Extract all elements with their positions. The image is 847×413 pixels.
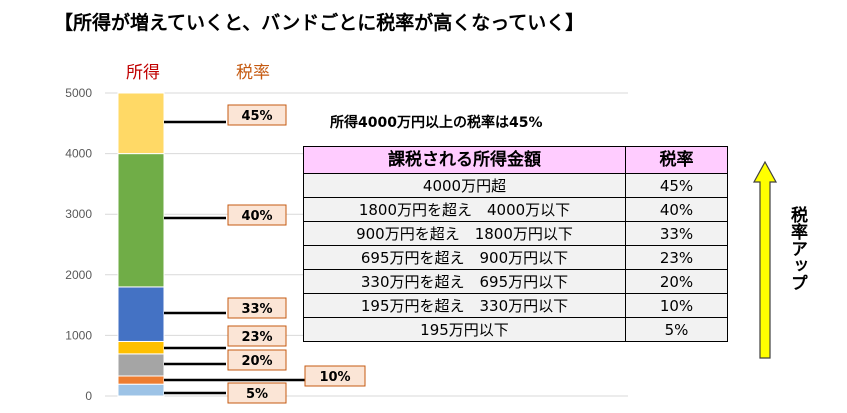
rate-label: 10% — [319, 370, 350, 385]
table-header-income: 課税される所得金額 — [303, 146, 626, 174]
table-cell-rate: 5% — [625, 317, 728, 342]
rate-label: 40% — [241, 209, 272, 224]
table-cell-income: 195万円を超え 330万円以下 — [303, 293, 626, 318]
bar-segment — [117, 353, 165, 377]
rate-up-label: 税率アップ — [787, 206, 807, 291]
table-cell-rate: 33% — [625, 221, 728, 246]
table-cell-rate: 23% — [625, 245, 728, 270]
rate-column-header: 税率 — [236, 63, 270, 83]
table-row: 695万円を超え 900万円以下 23% — [303, 245, 728, 270]
y-tick-label: 2000 — [65, 268, 92, 282]
rate-label: 45% — [241, 109, 272, 124]
table-header-row: 課税される所得金額 税率 — [303, 146, 728, 174]
page-title: 【所得が増えていくと、バンドごとに税率が高くなっていく】 — [54, 12, 585, 34]
rate-label-box — [227, 325, 287, 347]
upward-arrow-icon — [752, 160, 778, 359]
table-row: 330万円を超え 695万円以下 20% — [303, 269, 728, 294]
table-cell-income: 695万円を超え 900万円以下 — [303, 245, 626, 270]
stacked-bar — [117, 92, 165, 397]
rate-label-box — [227, 382, 287, 404]
bar-segment — [117, 153, 165, 288]
table-cell-income: 330万円を超え 695万円以下 — [303, 269, 626, 294]
table-row: 900万円を超え 1800万円以下 33% — [303, 221, 728, 246]
tax-rate-table: 課税される所得金額 税率 4000万円超 45% 1800万円を超え 4000万以… — [303, 146, 728, 342]
rate-label: 20% — [241, 354, 272, 369]
y-axis-tick-labels: 0 1000 2000 3000 4000 5000 — [65, 86, 92, 403]
y-tick-label: 4000 — [65, 147, 92, 161]
table-row: 4000万円超 45% — [303, 173, 728, 198]
rate-callouts: 5% 10% 20% 23% 33% 40% 45% — [164, 104, 366, 404]
table-row: 195万円以下 5% — [303, 317, 728, 342]
bar-segment — [117, 92, 165, 155]
y-tick-label: 3000 — [65, 207, 92, 221]
table-row: 195万円を超え 330万円以下 10% — [303, 293, 728, 318]
rate-label: 5% — [246, 387, 268, 402]
rate-label-box — [227, 349, 287, 371]
y-tick-label: 0 — [85, 389, 92, 403]
top-rate-note: 所得4000万円以上の税率は45% — [330, 115, 543, 131]
bar-segment — [117, 383, 165, 397]
rate-label: 23% — [241, 330, 272, 345]
bar-segment — [117, 340, 165, 355]
bar-segment — [117, 375, 165, 385]
table-row: 1800万円を超え 4000万以下 40% — [303, 197, 728, 222]
rate-label-box — [227, 104, 287, 126]
table-cell-rate: 40% — [625, 197, 728, 222]
bar-segment — [117, 286, 165, 342]
rate-label-box — [227, 297, 287, 319]
table-cell-income: 195万円以下 — [303, 317, 626, 342]
y-tick-label: 1000 — [65, 328, 92, 342]
rate-label-box — [304, 365, 366, 387]
table-cell-income: 900万円を超え 1800万円以下 — [303, 221, 626, 246]
table-cell-income: 4000万円超 — [303, 173, 626, 198]
table-header-rate: 税率 — [625, 146, 728, 174]
table-cell-income: 1800万円を超え 4000万以下 — [303, 197, 626, 222]
rate-label-box — [227, 204, 287, 226]
table-cell-rate: 10% — [625, 293, 728, 318]
y-tick-label: 5000 — [65, 86, 92, 100]
income-column-header: 所得 — [126, 63, 160, 83]
table-cell-rate: 20% — [625, 269, 728, 294]
table-cell-rate: 45% — [625, 173, 728, 198]
rate-label: 33% — [241, 302, 272, 317]
